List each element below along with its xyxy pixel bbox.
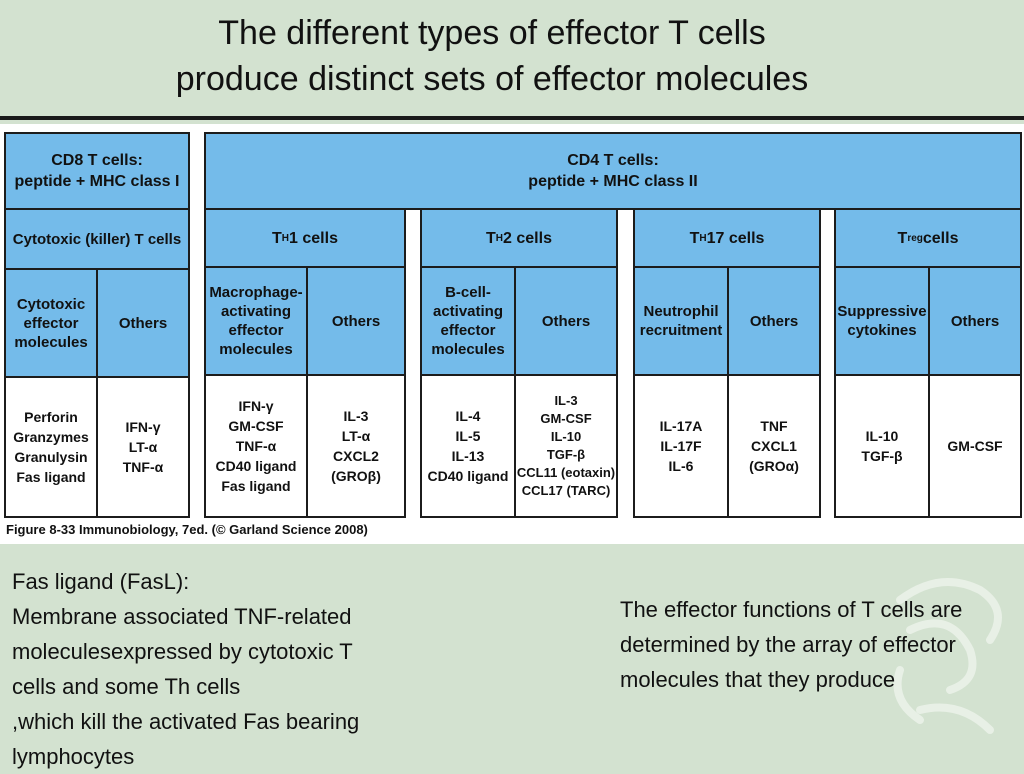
fas-note-line-3: moleculesexpressed by cytotoxic T [12,639,353,664]
title-line-1: The different types of effector T cells [218,14,766,52]
th17-col1-values: IL-17A IL-17F IL-6 [635,376,729,516]
cd4-header-box: CD4 T cells: peptide + MHC class II [204,132,1022,210]
cd8-col2-head: Others [98,270,188,378]
th1-col1-head: Macrophage- activating effector molecule… [206,268,308,376]
th17-col2-head: Others [729,268,819,376]
treg-type-rest: cells [922,229,959,247]
treg-type-sub: reg [907,232,923,244]
treg-col1-values: IL-10 TGF-β [836,376,930,516]
th1-type-sub: H [281,232,290,244]
decorative-ornament-icon [893,578,1002,734]
th2-col1-values: IL-4 IL-5 IL-13 CD40 ligand [422,376,516,516]
treg-col2-values: GM-CSF [947,438,1003,454]
figure-caption: Figure 8-33 Immunobiology, 7ed. (© Garla… [6,522,368,537]
fas-note-line-2: Membrane associated TNF-related [12,604,352,629]
slide-title: The different types of effector T cells … [0,10,984,102]
th1-col1-values: IFN-γ GM-CSF TNF-α CD40 ligand Fas ligan… [206,376,308,516]
th2-type-main: T [486,229,496,247]
effector-functions-note: The effector functions of T cells are de… [620,597,963,692]
fas-note-line-5: ,which kill the activated Fas bearing [12,709,360,734]
cd8-header: CD8 T cells: peptide + MHC class I [6,134,188,210]
cd8-cell-type: Cytotoxic (killer) T cells [6,210,188,270]
th17-col1-head: Neutrophil recruitment [635,268,729,376]
fas-note-line-4: cells and some Th cells [12,674,241,699]
fas-ligand-note: Fas ligand (FasL): Membrane associated T… [12,564,482,774]
th17-type-sub: H [699,232,707,244]
title-line-2: produce distinct sets of effector molecu… [175,60,809,98]
th2-type-sub: H [495,232,504,244]
th1-type-main: T [272,229,282,247]
th2-col2-values: IL-3 GM-CSF IL-10 TGF-β CCL11 (eotaxin) … [516,393,616,498]
cd4-header: CD4 T cells: peptide + MHC class II [528,152,698,190]
th2-col2-head: Others [516,268,616,376]
th2-col1-head: B-cell- activating effector molecules [422,268,516,376]
cd8-column: CD8 T cells: peptide + MHC class I Cytot… [4,132,190,518]
cd8-col1-head: Cytotoxic effector molecules [6,270,98,378]
title-divider [0,116,1024,120]
th1-type-rest: 1 cells [289,229,338,247]
th17-cell-type: T H 17 cells [635,210,819,268]
cd8-col2-values: IFN-γ LT-α TNF-α [122,419,164,475]
cd8-col1-values: Perforin Granzymes Granulysin Fas ligand [6,378,98,516]
effector-table-figure: CD8 T cells: peptide + MHC class I Cytot… [0,124,1024,544]
th2-type-rest: 2 cells [503,229,552,247]
th1-col2-values: IL-3 LT-α CXCL2 (GROβ) [331,408,381,484]
treg-col1-head: Suppressive cytokines [836,268,930,376]
treg-col2-head: Others [930,268,1020,376]
th1-col2-head: Others [308,268,404,376]
fas-note-line-1: Fas ligand (FasL): [12,569,190,594]
fas-note-line-6: lymphocytes [12,744,135,769]
th17-type-main: T [689,229,700,247]
th17-column: T H 17 cells Neutrophil recruitment Others… [633,208,821,518]
treg-type-main: T [897,229,908,247]
th17-col2-values: TNF CXCL1 (GROα) [749,418,799,474]
th17-type-rest: 17 cells [706,229,765,247]
